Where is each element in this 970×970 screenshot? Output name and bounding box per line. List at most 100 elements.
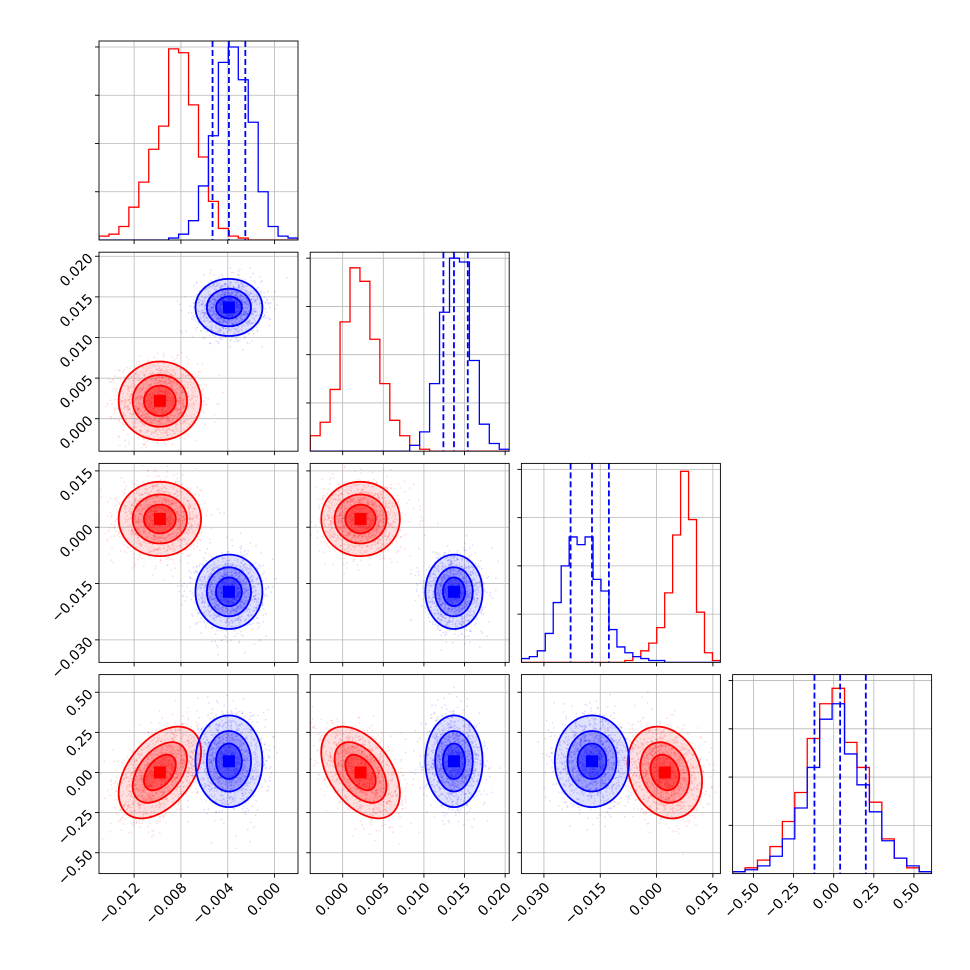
sample-point [119, 550, 122, 552]
sample-point [133, 565, 136, 568]
sample-point [258, 275, 261, 278]
sample-point [143, 413, 146, 416]
sample-point [166, 416, 169, 419]
sample-point [176, 480, 179, 483]
sample-point [124, 398, 127, 401]
sample-point [116, 394, 119, 397]
sample-point [159, 389, 162, 392]
sample-point [127, 388, 130, 391]
sample-point [134, 405, 137, 408]
sample-point [180, 412, 183, 415]
sample-point [162, 436, 164, 439]
sample-point [188, 555, 191, 557]
sample-point [187, 383, 189, 386]
sample-point [150, 408, 152, 411]
sample-point [113, 413, 115, 416]
sample-point [134, 373, 137, 376]
sample-point [195, 282, 198, 285]
sample-point [148, 400, 151, 403]
sample-point [123, 550, 126, 553]
sample-point [170, 386, 173, 389]
sample-point [214, 633, 217, 635]
sample-point [141, 366, 144, 368]
sample-point [244, 335, 247, 338]
sample-point [210, 513, 213, 516]
sample-point [182, 420, 185, 422]
sample-point [124, 405, 127, 408]
sample-point [179, 406, 182, 408]
sample-point [267, 316, 270, 319]
sample-point [147, 435, 150, 438]
sample-point [161, 386, 164, 389]
sample-point [190, 394, 193, 397]
sample-point [110, 559, 113, 562]
sample-point [175, 409, 178, 412]
sample-point [235, 302, 238, 304]
sample-point [174, 372, 177, 374]
sample-point [153, 356, 156, 359]
sample-point [179, 373, 182, 376]
sample-point [165, 558, 168, 560]
sample-point [171, 404, 174, 406]
sample-point [107, 553, 110, 555]
sample-point [154, 468, 157, 471]
sample-point [159, 411, 162, 414]
sample-point [167, 382, 170, 385]
sample-point [239, 338, 241, 341]
sample-point [152, 407, 155, 410]
sample-point [151, 401, 154, 404]
sample-point [177, 399, 179, 402]
sample-point [169, 413, 172, 416]
sample-point [174, 374, 177, 376]
sample-point [152, 393, 155, 396]
sample-point [184, 375, 187, 378]
sample-point [111, 546, 113, 549]
sample-point [150, 421, 152, 424]
sample-point [164, 391, 167, 394]
sample-point [226, 286, 229, 289]
sample-point [263, 314, 266, 317]
sample-point [159, 371, 162, 373]
sample-point [119, 378, 122, 381]
sample-point [169, 403, 172, 406]
sample-point [214, 335, 216, 337]
sample-point [159, 479, 162, 482]
sample-point [172, 379, 175, 382]
sample-point [178, 408, 181, 411]
sample-point [170, 568, 173, 571]
sample-point [178, 399, 181, 402]
sample-point [183, 398, 185, 401]
sample-point [185, 585, 188, 588]
sample-point [219, 338, 222, 340]
sample-point [139, 420, 142, 423]
sample-point [123, 492, 126, 494]
sample-point [164, 383, 167, 385]
sample-point [237, 335, 240, 338]
sample-point [152, 406, 155, 409]
sample-point [147, 399, 150, 401]
sample-point [190, 613, 193, 616]
sample-point [156, 380, 159, 383]
sample-point [189, 414, 192, 417]
sample-point [248, 623, 251, 626]
hist-panel-3 [728, 674, 933, 878]
sample-point [164, 379, 167, 382]
sample-point [178, 377, 181, 380]
sample-point [152, 388, 155, 390]
sample-point [139, 388, 142, 391]
sample-point [171, 401, 173, 404]
sample-point [138, 399, 141, 401]
sample-point [142, 443, 145, 446]
sample-point [187, 311, 190, 314]
sample-point [145, 387, 148, 390]
sample-point [167, 415, 170, 418]
sample-point [137, 408, 139, 411]
sample-point [150, 402, 153, 405]
sample-point [167, 420, 170, 423]
sample-point [165, 387, 168, 390]
sample-point [178, 397, 181, 400]
sample-point [158, 420, 161, 423]
sample-point [215, 340, 218, 343]
sample-point [147, 469, 150, 472]
sample-point [193, 402, 196, 405]
